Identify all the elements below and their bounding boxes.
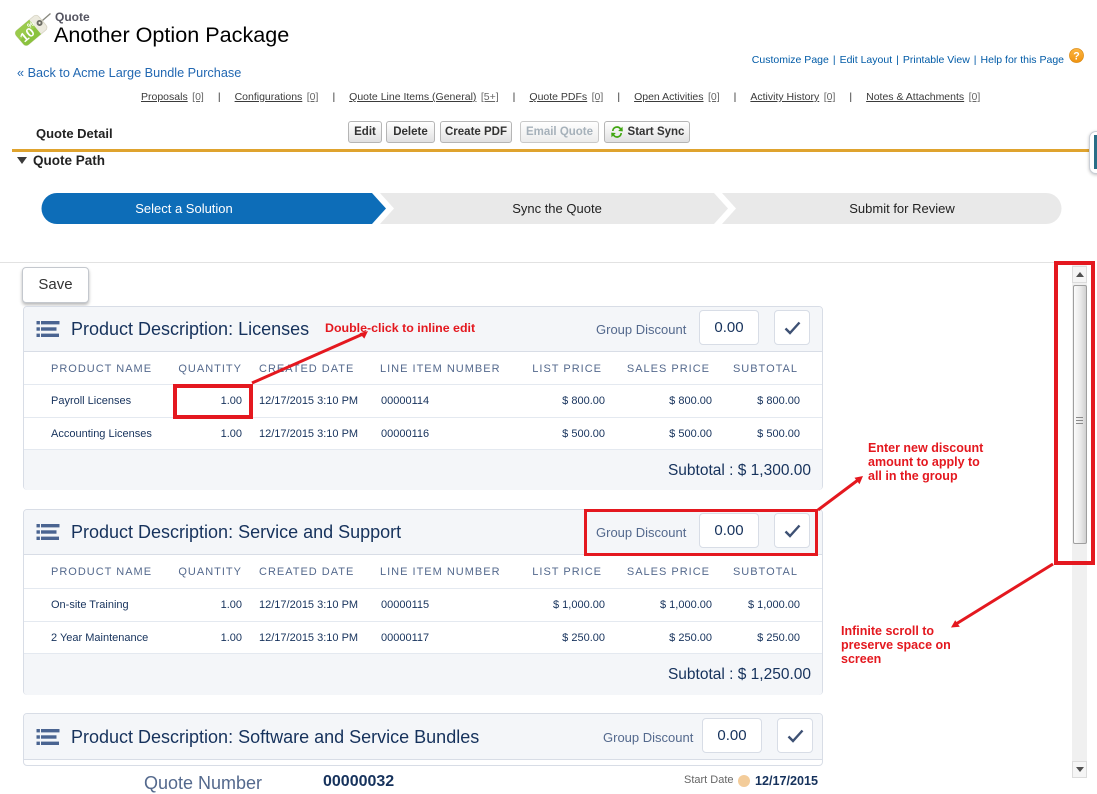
svg-text:?: ?: [1073, 50, 1079, 62]
svg-text:%: %: [25, 19, 36, 30]
